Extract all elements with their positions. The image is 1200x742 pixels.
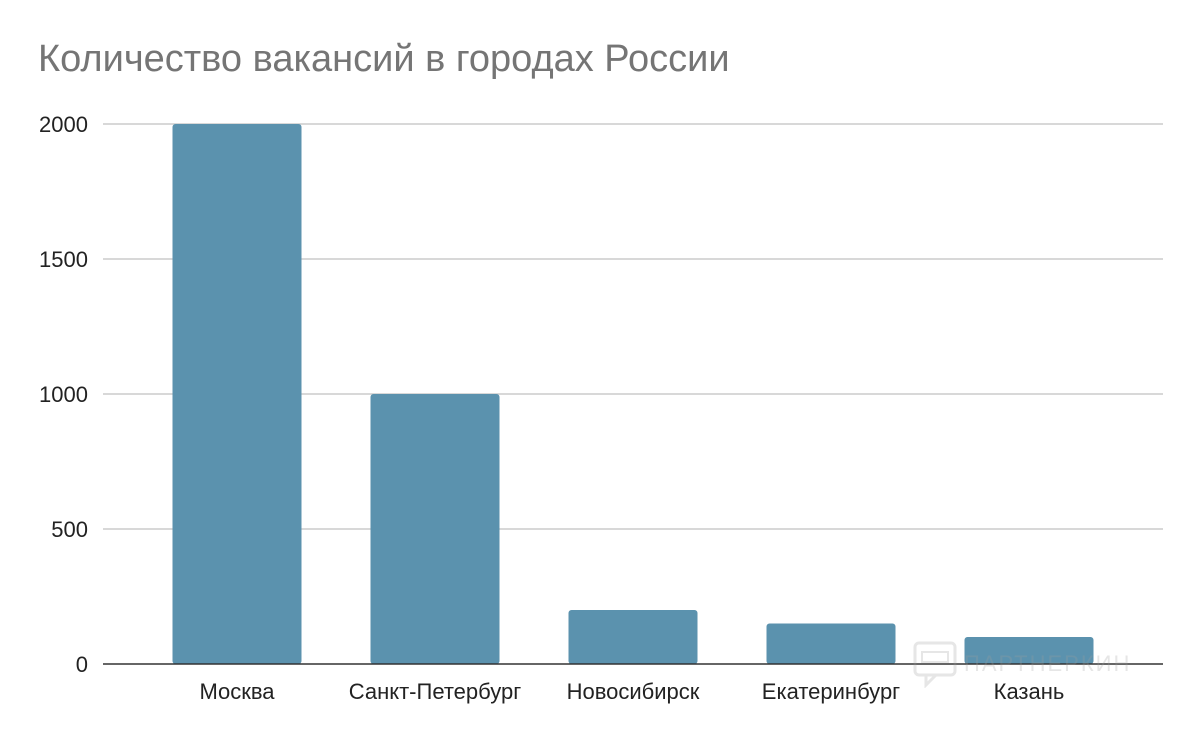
bar bbox=[766, 623, 896, 664]
x-tick-label: Новосибирск bbox=[567, 679, 700, 704]
y-tick-label: 1000 bbox=[39, 382, 88, 407]
bar bbox=[964, 637, 1094, 664]
x-tick-label: Екатеринбург bbox=[762, 679, 900, 704]
y-axis-ticks: 0 500 1000 1500 2000 bbox=[39, 112, 88, 677]
y-tick-label: 2000 bbox=[39, 112, 88, 137]
x-axis-labels: Москва Санкт-Петербург Новосибирск Екатерин… bbox=[199, 679, 1064, 704]
x-tick-label: Казань bbox=[994, 679, 1065, 704]
bar bbox=[172, 124, 302, 664]
y-tick-label: 1500 bbox=[39, 247, 88, 272]
chart-title: Количество вакансий в городах России bbox=[38, 38, 730, 80]
speech-bubble-icon bbox=[913, 641, 957, 688]
y-tick-label: 0 bbox=[76, 652, 88, 677]
bar bbox=[568, 610, 698, 664]
watermark: ПАРТНЕРКИН bbox=[912, 640, 1131, 688]
bars bbox=[172, 124, 1094, 664]
x-tick-label: Москва bbox=[199, 679, 275, 704]
bar bbox=[370, 394, 500, 664]
y-tick-label: 500 bbox=[51, 517, 88, 542]
watermark-text: ПАРТНЕРКИН bbox=[964, 651, 1132, 676]
x-tick-label: Санкт-Петербург bbox=[349, 679, 522, 704]
